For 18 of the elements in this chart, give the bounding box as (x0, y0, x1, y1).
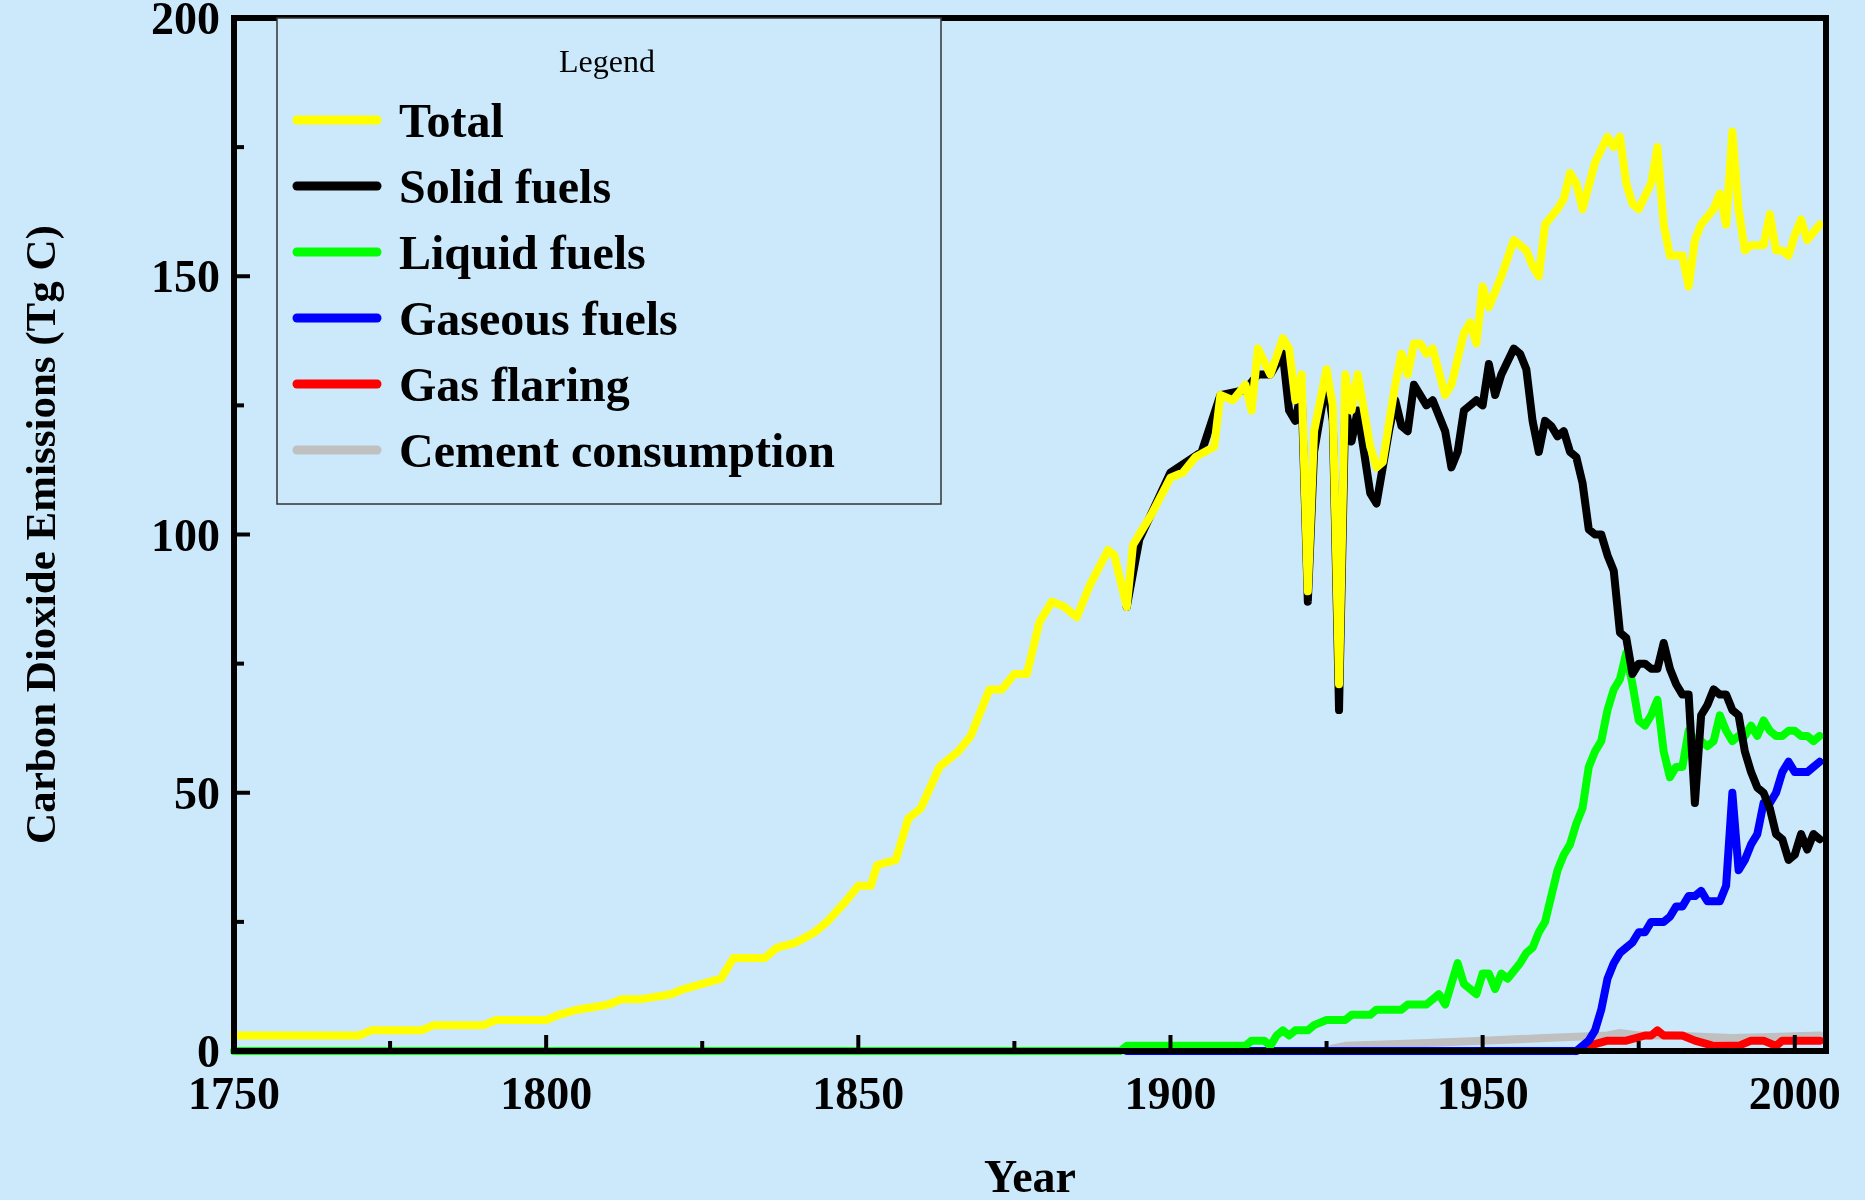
legend-label: Solid fuels (399, 159, 612, 213)
y-axis-title: Carbon Dioxide Emissions (Tg C) (17, 225, 65, 844)
legend-label: Liquid fuels (399, 225, 646, 279)
y-tick-label: 50 (174, 767, 220, 819)
legend-label: Gas flaring (399, 357, 630, 411)
x-tick-label: 1900 (1124, 1068, 1217, 1119)
legend-label: Gaseous fuels (399, 291, 678, 345)
y-tick-label: 150 (151, 251, 220, 303)
x-tick-label: 2000 (1748, 1068, 1841, 1119)
legend-title: Legend (559, 43, 655, 79)
x-tick-label: 1800 (500, 1068, 593, 1119)
x-axis-title: Year (984, 1151, 1076, 1200)
x-tick-label: 1950 (1436, 1068, 1529, 1119)
x-tick-label: 1850 (812, 1068, 905, 1119)
y-tick-label: 100 (151, 509, 220, 561)
legend-label: Total (399, 93, 504, 147)
y-tick-label: 200 (151, 0, 220, 45)
legend-label: Cement consumption (399, 423, 836, 477)
